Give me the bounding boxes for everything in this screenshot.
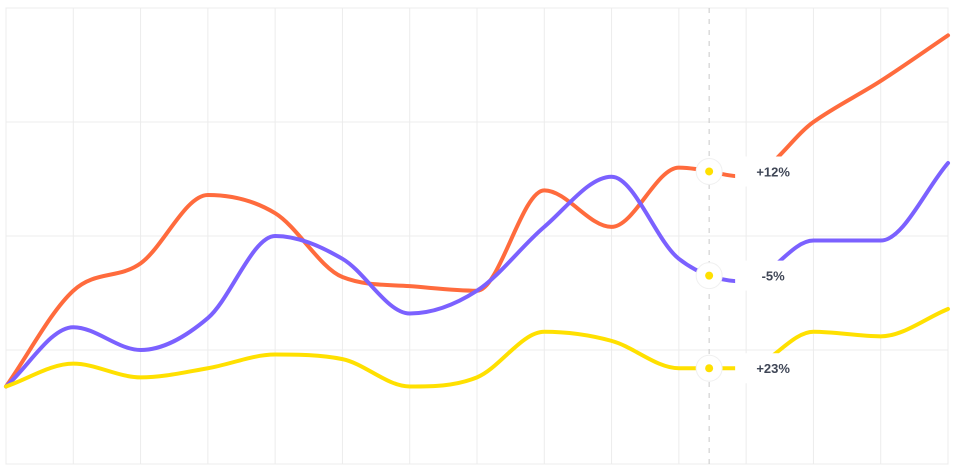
marker-dot [705,271,714,280]
marker-dot [705,364,714,373]
tooltip-label: -5% [762,269,786,284]
tooltip-2: -5% [695,260,806,291]
tooltip-label: +23% [756,361,790,376]
tooltip-label: +12% [756,164,790,179]
marker-dot [705,167,714,176]
tooltip-box [735,353,806,384]
tooltip-box [735,156,806,187]
series-line-2 [4,161,950,389]
tooltip-1: +12% [695,156,806,187]
tooltip-3: +23% [695,353,806,384]
series-line-3 [4,306,950,389]
series-tooltips: +12% -5% +23% [695,156,806,384]
tooltip-box [735,260,806,291]
chart-grid [5,7,949,465]
series-lines [4,33,950,389]
